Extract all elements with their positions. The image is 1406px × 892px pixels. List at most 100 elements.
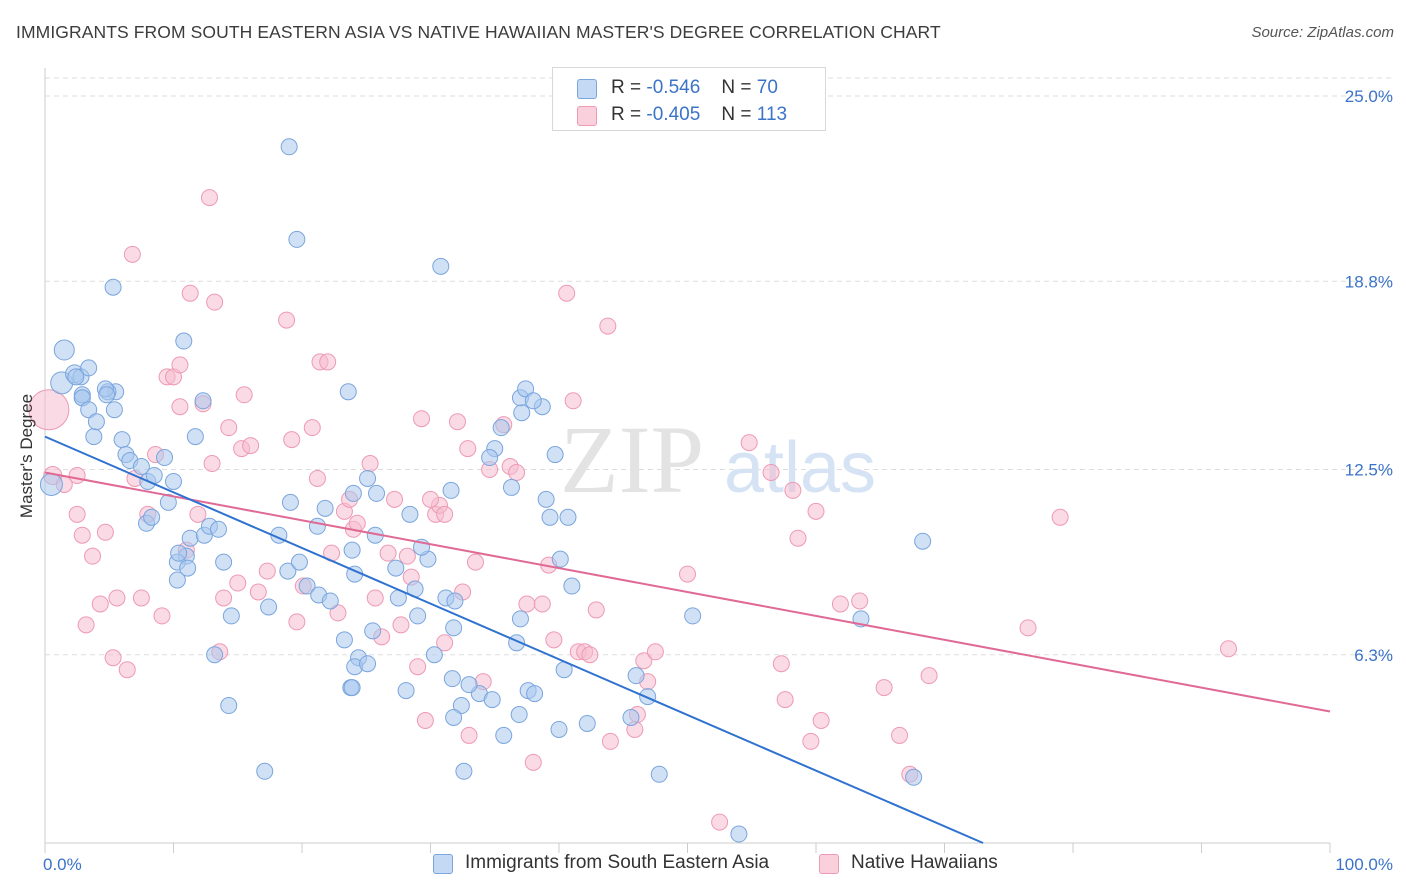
data-point-immigrants-sea	[432, 257, 450, 275]
data-point-native-hawaiians	[601, 732, 619, 750]
legend-n-value: 113	[756, 104, 788, 125]
data-point-immigrants-sea	[335, 631, 353, 649]
data-point-native-hawaiians	[740, 434, 758, 452]
data-point-immigrants-sea	[168, 571, 186, 589]
data-point-immigrants-sea	[209, 520, 227, 538]
data-point-immigrants-sea	[220, 697, 238, 715]
data-point-immigrants-sea	[650, 765, 668, 783]
data-point-immigrants-sea	[194, 392, 212, 410]
data-point-immigrants-sea	[409, 607, 427, 625]
legend-swatch-pink	[577, 106, 597, 126]
bottom-legend-swatch-blue	[433, 854, 453, 874]
data-point-native-hawaiians	[68, 505, 86, 523]
data-point-native-hawaiians	[68, 466, 86, 484]
y-axis-label: Master's Degree	[17, 393, 36, 519]
trend-line-native-hawaiians	[44, 471, 1331, 713]
data-point-immigrants-sea	[622, 709, 640, 727]
data-point-native-hawaiians	[171, 356, 189, 374]
y-tick-label: 18.8%	[1345, 272, 1393, 291]
bottom-legend-label-blue: Immigrants from South Eastern Asia	[465, 852, 770, 873]
data-point-immigrants-sea	[359, 469, 377, 487]
data-point-native-hawaiians	[379, 544, 397, 562]
data-point-native-hawaiians	[303, 419, 321, 437]
data-point-native-hawaiians	[132, 589, 150, 607]
data-point-native-hawaiians	[73, 526, 91, 544]
data-point-native-hawaiians	[108, 589, 126, 607]
data-point-native-hawaiians	[807, 502, 825, 520]
data-point-native-hawaiians	[28, 389, 70, 431]
data-point-native-hawaiians	[545, 631, 563, 649]
data-point-native-hawaiians	[776, 691, 794, 709]
data-point-native-hawaiians	[1219, 640, 1237, 658]
data-point-immigrants-sea	[170, 544, 188, 562]
data-point-native-hawaiians	[448, 413, 466, 431]
data-point-native-hawaiians	[386, 490, 404, 508]
data-point-immigrants-sea	[281, 493, 299, 511]
data-point-immigrants-sea	[730, 825, 748, 843]
data-point-native-hawaiians	[84, 547, 102, 565]
legend-swatch-blue	[577, 79, 597, 99]
data-point-immigrants-sea	[627, 667, 645, 685]
data-point-immigrants-sea	[343, 679, 361, 697]
data-point-native-hawaiians	[220, 419, 238, 437]
data-point-native-hawaiians	[118, 661, 136, 679]
data-point-native-hawaiians	[711, 813, 729, 831]
data-point-native-hawaiians	[802, 732, 820, 750]
data-point-native-hawaiians	[466, 553, 484, 571]
data-point-native-hawaiians	[153, 607, 171, 625]
trend-line-immigrants-sea	[44, 435, 984, 844]
data-point-native-hawaiians	[581, 646, 599, 664]
data-point-native-hawaiians	[215, 589, 233, 607]
data-point-immigrants-sea	[175, 332, 193, 350]
data-point-immigrants-sea	[445, 709, 463, 727]
data-point-immigrants-sea	[495, 726, 513, 744]
data-point-immigrants-sea	[541, 508, 559, 526]
data-point-native-hawaiians	[229, 574, 247, 592]
data-point-native-hawaiians	[96, 523, 114, 541]
legend-r-label: R =	[611, 104, 642, 125]
data-point-immigrants-sea	[85, 428, 103, 446]
legend-r-value: -0.405	[646, 104, 701, 125]
bottom-legend-swatch-pink	[819, 854, 839, 874]
data-point-immigrants-sea	[159, 493, 177, 511]
data-point-native-hawaiians	[206, 293, 224, 311]
data-point-native-hawaiians	[762, 463, 780, 481]
data-point-immigrants-sea	[526, 685, 544, 703]
data-point-native-hawaiians	[587, 601, 605, 619]
legend-r-label: R =	[611, 77, 642, 98]
data-point-native-hawaiians	[398, 547, 416, 565]
data-point-immigrants-sea	[260, 598, 278, 616]
data-point-immigrants-sea	[914, 532, 932, 550]
data-point-native-hawaiians	[789, 529, 807, 547]
legend-n-label: N =	[721, 77, 752, 98]
y-tick-label: 12.5%	[1345, 461, 1393, 480]
axes	[44, 68, 1331, 853]
data-point-immigrants-sea	[401, 505, 419, 523]
data-point-native-hawaiians	[459, 440, 477, 458]
data-point-immigrants-sea	[905, 768, 923, 786]
data-point-immigrants-sea	[483, 691, 501, 709]
data-point-immigrants-sea	[256, 762, 274, 780]
series-immigrants-sea	[39, 138, 932, 843]
data-point-immigrants-sea	[550, 720, 568, 738]
data-point-immigrants-sea	[53, 339, 75, 361]
data-point-immigrants-sea	[578, 714, 596, 732]
data-point-immigrants-sea	[551, 550, 569, 568]
data-point-native-hawaiians	[123, 245, 141, 263]
watermark: ZIP atlas	[560, 406, 876, 513]
data-point-immigrants-sea	[513, 404, 531, 422]
data-point-native-hawaiians	[533, 595, 551, 613]
data-point-immigrants-sea	[481, 449, 499, 467]
data-point-native-hawaiians	[329, 604, 347, 622]
data-point-immigrants-sea	[344, 484, 362, 502]
data-point-immigrants-sea	[179, 559, 197, 577]
data-point-immigrants-sea	[104, 278, 122, 296]
data-point-immigrants-sea	[460, 676, 478, 694]
data-point-native-hawaiians	[413, 410, 431, 428]
data-point-immigrants-sea	[80, 401, 98, 419]
data-point-native-hawaiians	[851, 592, 869, 610]
data-point-native-hawaiians	[524, 753, 542, 771]
y-tick-label: 6.3%	[1354, 646, 1393, 665]
data-point-native-hawaiians	[558, 284, 576, 302]
data-point-immigrants-sea	[639, 688, 657, 706]
